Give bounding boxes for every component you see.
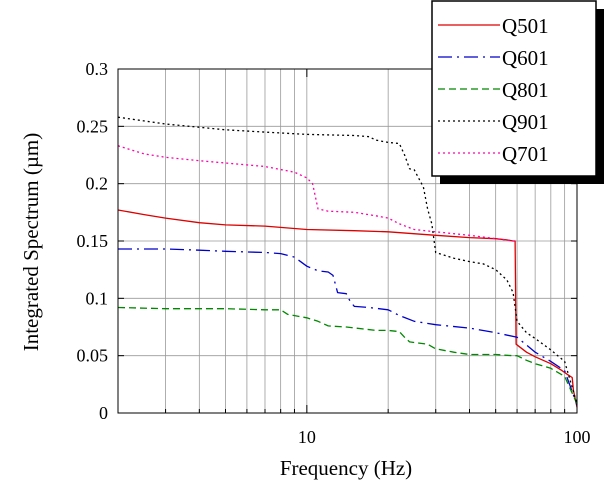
ticks: 0 0.05 0.1 0.15 0.2 0.25 0.3 10 100 — [77, 59, 591, 447]
y-tick-label: 0.3 — [86, 59, 109, 79]
series-layer — [117, 116, 578, 408]
legend-label-q801: Q801 — [502, 78, 549, 102]
legend-label-q601: Q601 — [502, 46, 549, 70]
y-tick-label: 0.2 — [86, 174, 109, 194]
y-tick-label: 0 — [99, 403, 108, 423]
series-line-q901 — [117, 116, 578, 404]
series-line-q601 — [118, 248, 578, 406]
series-line-q701 — [117, 145, 518, 242]
series-line-q501 — [117, 209, 578, 408]
legend: Q501 Q601 Q801 Q901 Q701 — [431, 0, 604, 184]
y-tick-label: 0.1 — [86, 288, 109, 308]
series-line-q801 — [117, 306, 578, 405]
legend-label-q901: Q901 — [502, 110, 549, 134]
x-axis-label: Frequency (Hz) — [280, 456, 412, 480]
grid-lines — [118, 69, 577, 413]
y-tick-label: 0.15 — [77, 231, 109, 251]
legend-label-q501: Q501 — [502, 14, 549, 38]
legend-box — [431, 0, 597, 177]
legend-label-q701: Q701 — [502, 142, 549, 166]
y-tick-label: 0.05 — [77, 346, 109, 366]
y-tick-label: 0.25 — [77, 116, 109, 136]
y-axis-label: Integrated Spectrum (µm) — [19, 133, 43, 352]
x-tick-label: 10 — [298, 427, 316, 447]
x-tick-label: 100 — [564, 427, 591, 447]
